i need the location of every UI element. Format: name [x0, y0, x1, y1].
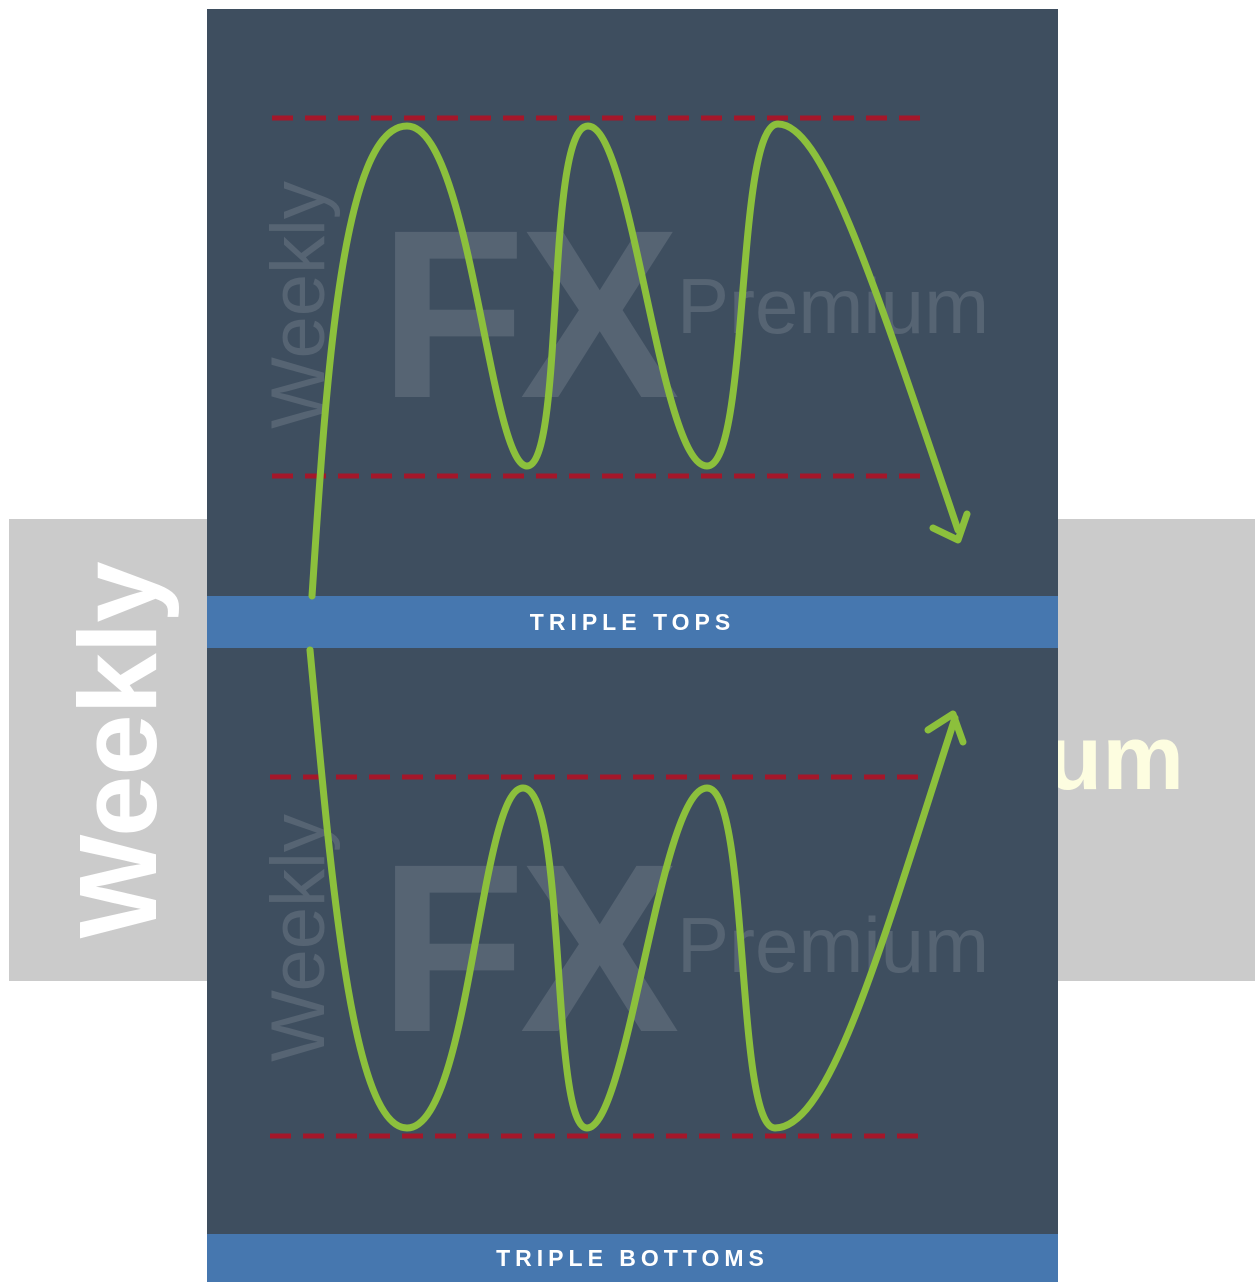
triple-tops-label: TRIPLE TOPS — [207, 596, 1058, 648]
triple-bottoms-price-path — [306, 646, 959, 1132]
triple-bottoms-arrow-head — [924, 710, 967, 746]
triple-tops-arrow-head — [929, 510, 971, 544]
watermark-premium: Premium — [677, 901, 990, 989]
background-premium-text: um — [1046, 707, 1184, 809]
watermark-premium: Premium — [677, 262, 990, 350]
triple-tops-price-path — [308, 120, 962, 600]
triple-bottoms-label: TRIPLE BOTTOMS — [207, 1234, 1058, 1282]
